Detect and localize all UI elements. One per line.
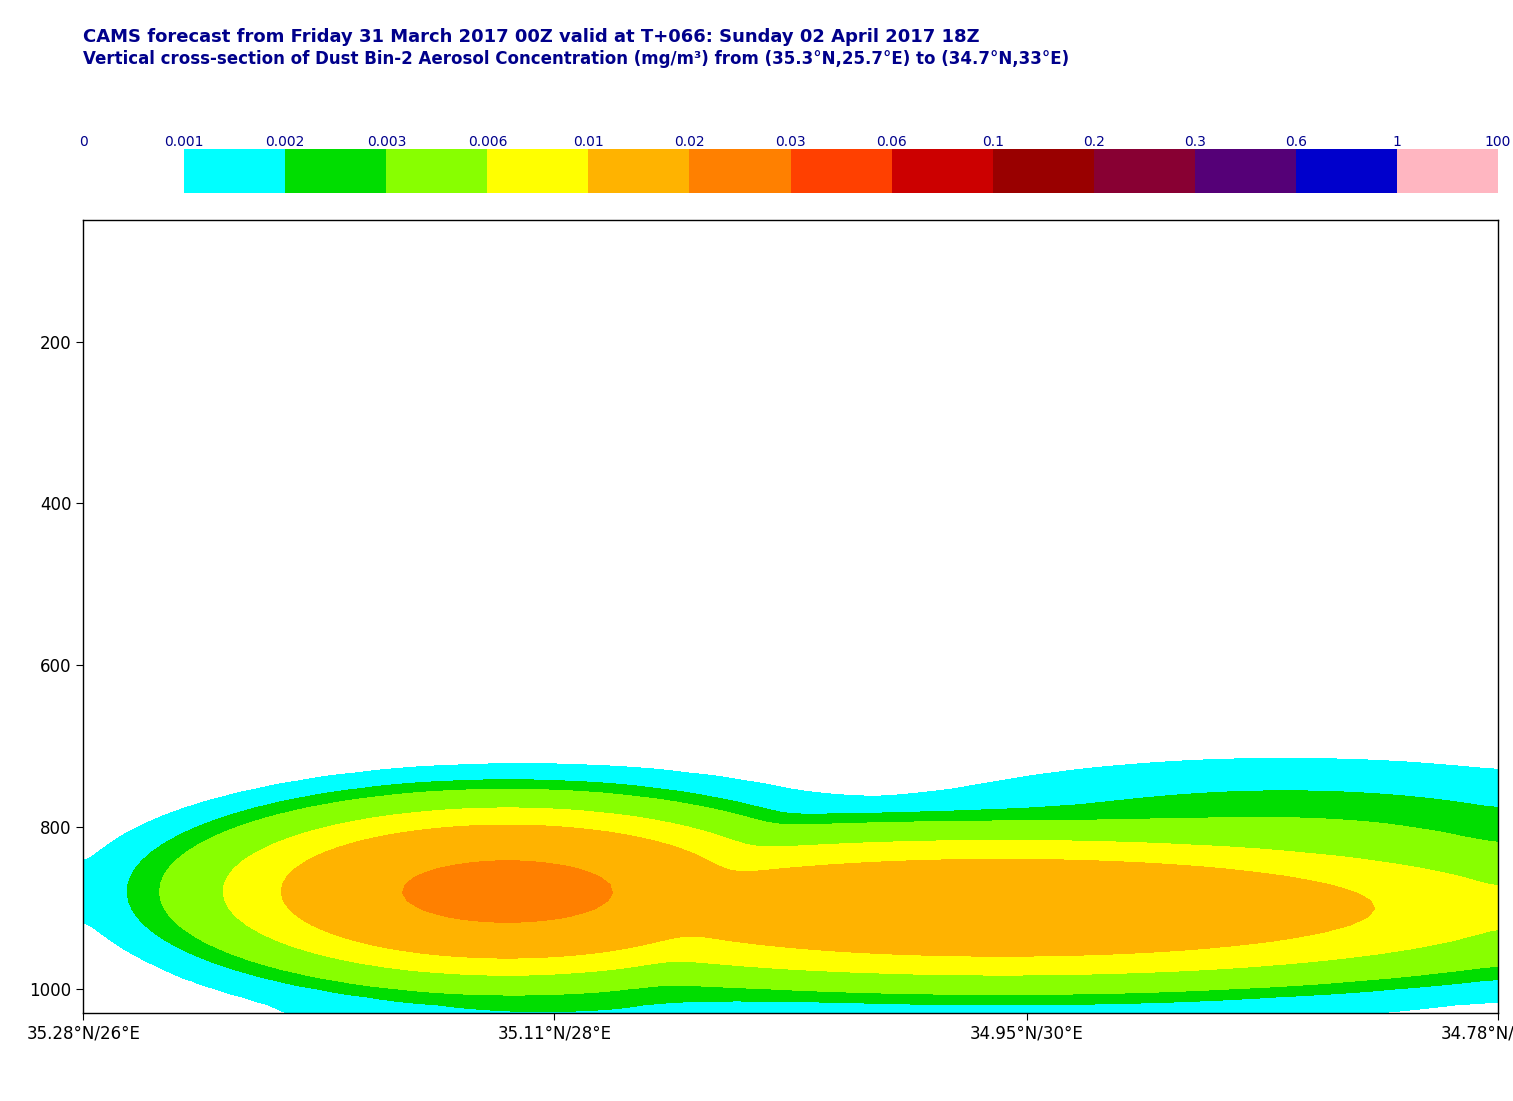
Text: 0.3: 0.3 bbox=[1183, 134, 1206, 149]
Bar bbox=[386, 149, 487, 193]
Text: 0.6: 0.6 bbox=[1285, 134, 1307, 149]
Bar bbox=[791, 149, 891, 193]
Bar bbox=[1094, 149, 1195, 193]
Text: 0.06: 0.06 bbox=[876, 134, 906, 149]
Text: 0.001: 0.001 bbox=[165, 134, 204, 149]
Text: 100: 100 bbox=[1484, 134, 1511, 149]
Text: 0.03: 0.03 bbox=[775, 134, 806, 149]
Text: 0.01: 0.01 bbox=[573, 134, 604, 149]
Text: 0.002: 0.002 bbox=[266, 134, 306, 149]
Bar bbox=[589, 149, 690, 193]
Text: CAMS forecast from Friday 31 March 2017 00Z valid at T+066: Sunday 02 April 2017: CAMS forecast from Friday 31 March 2017 … bbox=[83, 28, 980, 45]
Bar bbox=[185, 149, 286, 193]
Bar bbox=[993, 149, 1094, 193]
Text: 0.1: 0.1 bbox=[982, 134, 1003, 149]
Text: 1: 1 bbox=[1392, 134, 1401, 149]
Text: 0.003: 0.003 bbox=[366, 134, 405, 149]
Bar bbox=[690, 149, 791, 193]
Bar bbox=[487, 149, 589, 193]
Bar bbox=[891, 149, 993, 193]
Bar bbox=[1396, 149, 1498, 193]
Text: 0: 0 bbox=[79, 134, 88, 149]
Bar bbox=[83, 149, 185, 193]
Bar bbox=[1195, 149, 1295, 193]
Text: 0.02: 0.02 bbox=[675, 134, 705, 149]
Text: 0.006: 0.006 bbox=[468, 134, 507, 149]
Text: 0.2: 0.2 bbox=[1083, 134, 1104, 149]
Text: Vertical cross-section of Dust Bin-2 Aerosol Concentration (mg/m³) from (35.3°N,: Vertical cross-section of Dust Bin-2 Aer… bbox=[83, 50, 1070, 67]
Bar bbox=[286, 149, 386, 193]
Bar bbox=[1295, 149, 1396, 193]
